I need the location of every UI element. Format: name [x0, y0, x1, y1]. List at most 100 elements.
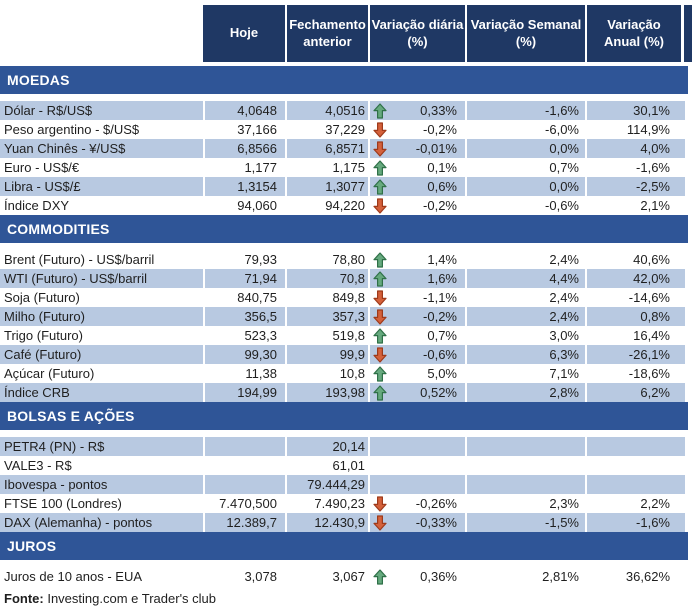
variacao-diaria-value: 0,6% — [427, 179, 457, 194]
fechamento-value: 357,3 — [285, 307, 368, 326]
arrow-up-icon — [373, 327, 387, 344]
variacao-diaria-cell: -0,33% — [368, 513, 465, 532]
variacao-semanal-value — [465, 475, 585, 494]
variacao-anual-value: 6,2% — [585, 383, 685, 402]
asset-label: Dólar - R$/US$ — [0, 101, 203, 120]
variacao-anual-value: 30,1% — [585, 101, 685, 120]
variacao-diaria-cell: 0,6% — [368, 177, 465, 196]
fechamento-value: 1,3077 — [285, 177, 368, 196]
variacao-diaria-value: -0,01% — [415, 141, 457, 156]
variacao-anual-value: -14,6% — [585, 288, 685, 307]
arrow-down-icon — [373, 346, 387, 363]
variacao-diaria-cell: 0,7% — [368, 326, 465, 345]
variacao-diaria-value: -1,1% — [423, 290, 457, 305]
fechamento-value: 3,067 — [285, 567, 368, 586]
variacao-semanal-value — [465, 437, 585, 456]
trend-icon-slot — [373, 384, 388, 401]
asset-label: Brent (Futuro) - US$/barril — [4, 252, 155, 267]
trend-icon-slot — [373, 289, 388, 306]
variacao-diaria-cell: 1,4% — [368, 250, 465, 269]
variacao-diaria-value: -0,6% — [423, 347, 457, 362]
asset-label: Índice DXY — [4, 198, 70, 213]
asset-label: Juros de 10 anos - EUA — [4, 569, 143, 584]
variacao-anual-value: 4,0% — [585, 139, 685, 158]
asset-label: Peso argentino - $/US$ — [4, 122, 140, 137]
variacao-semanal-value: 2,3% — [465, 494, 585, 513]
hoje-value — [203, 475, 285, 494]
variacao-anual-value — [585, 456, 685, 475]
variacao-diaria-cell: 1,6% — [368, 269, 465, 288]
fechamento-value: 79.444,29 — [285, 475, 368, 494]
section-header-juros: JUROS — [0, 532, 688, 560]
asset-label: Euro - US$/€ — [4, 160, 80, 175]
source-note-text: Investing.com e Trader's club — [47, 591, 217, 606]
variacao-diaria-cell: -0,2% — [368, 196, 465, 215]
variacao-semanal-value: 7,1% — [465, 364, 585, 383]
fechamento-value: 70,8 — [285, 269, 368, 288]
trend-icon-slot — [373, 178, 388, 195]
trend-icon-slot — [373, 327, 388, 344]
variacao-anual-value: -1,6% — [585, 158, 685, 177]
hoje-value: 4,0648 — [203, 101, 285, 120]
variacao-semanal-value: 0,0% — [465, 139, 585, 158]
variacao-semanal-value: 0,7% — [465, 158, 585, 177]
section-title: JUROS — [7, 538, 57, 554]
table-header: Hoje Fechamento anterior Variação diária… — [0, 5, 692, 62]
variacao-diaria-value: -0,2% — [423, 122, 457, 137]
variacao-semanal-value: 4,4% — [465, 269, 585, 288]
variacao-semanal-value — [465, 456, 585, 475]
variacao-diaria-cell: 5,0% — [368, 364, 465, 383]
arrow-up-icon — [373, 568, 387, 585]
hoje-value: 1,177 — [203, 158, 285, 177]
variacao-diaria-value: -0,26% — [415, 496, 457, 511]
asset-label: Yuan Chinês - ¥/US$ — [0, 139, 203, 158]
trend-icon-slot — [373, 346, 388, 363]
table-row: Juros de 10 anos - EUA 3,078 3,067 0,36%… — [0, 567, 685, 586]
hoje-value: 11,38 — [203, 364, 285, 383]
fechamento-value: 10,8 — [285, 364, 368, 383]
asset-label: Libra - US$/£ — [0, 177, 203, 196]
table-row: Açúcar (Futuro) 11,38 10,8 5,0% 7,1% -18… — [0, 364, 685, 383]
arrow-up-icon — [373, 384, 387, 401]
trend-icon-slot — [373, 251, 388, 268]
table-row: WTI (Futuro) - US$/barril 71,94 70,8 1,6… — [0, 269, 685, 288]
variacao-diaria-cell — [368, 456, 465, 475]
variacao-anual-value: 16,4% — [585, 326, 685, 345]
hoje-value: 99,30 — [203, 345, 285, 364]
table-row: Trigo (Futuro) 523,3 519,8 0,7% 3,0% 16,… — [0, 326, 685, 345]
asset-label: DAX (Alemanha) - pontos — [0, 513, 203, 532]
asset-label: Café (Futuro) — [0, 345, 203, 364]
arrow-up-icon — [373, 251, 387, 268]
variacao-semanal-value: -6,0% — [465, 120, 585, 139]
table-row: Euro - US$/€ 1,177 1,175 0,1% 0,7% -1,6% — [0, 158, 685, 177]
fechamento-value: 61,01 — [285, 456, 368, 475]
table-row: Soja (Futuro) 840,75 849,8 -1,1% 2,4% -1… — [0, 288, 685, 307]
variacao-diaria-cell: 0,1% — [368, 158, 465, 177]
trend-icon-slot — [373, 439, 388, 455]
variacao-diaria-cell: -0,01% — [368, 139, 465, 158]
asset-label: FTSE 100 (Londres) — [4, 496, 122, 511]
trend-icon-slot — [373, 458, 388, 474]
variacao-anual-value: -26,1% — [585, 345, 685, 364]
section-header-bolsas-e-acoes: BOLSAS E AÇÕES — [0, 402, 688, 430]
fechamento-value: 7.490,23 — [285, 494, 368, 513]
variacao-anual-value: -2,5% — [585, 177, 685, 196]
fechamento-value: 849,8 — [285, 288, 368, 307]
table-row: Café (Futuro) 99,30 99,9 -0,6% 6,3% -26,… — [0, 345, 685, 364]
asset-label: Ibovespa - pontos — [0, 475, 203, 494]
arrow-up-icon — [373, 159, 387, 176]
variacao-diaria-cell: -0,2% — [368, 120, 465, 139]
fechamento-value: 37,229 — [285, 120, 368, 139]
trend-icon-slot — [373, 568, 388, 585]
arrow-up-icon — [373, 102, 387, 119]
hoje-value — [203, 437, 285, 456]
hoje-value: 94,060 — [203, 196, 285, 215]
header-edge-stub — [684, 5, 692, 62]
variacao-semanal-value: 2,4% — [465, 307, 585, 326]
table-row: Brent (Futuro) - US$/barril 79,93 78,80 … — [0, 250, 685, 269]
variacao-diaria-value: 1,4% — [427, 252, 457, 267]
variacao-anual-value — [585, 437, 685, 456]
hoje-value: 840,75 — [203, 288, 285, 307]
variacao-diaria-cell: 0,36% — [368, 567, 465, 586]
